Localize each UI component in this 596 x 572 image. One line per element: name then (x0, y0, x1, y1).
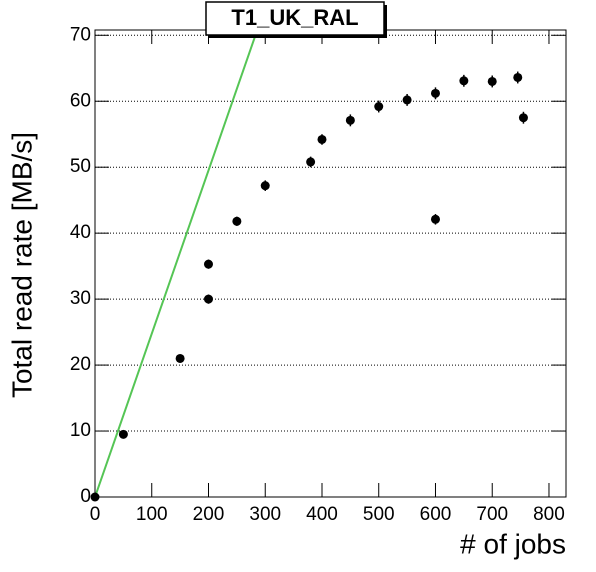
title-box (205, 1, 385, 36)
x-tick-label: 700 (476, 504, 508, 525)
data-point (317, 134, 327, 144)
x-tick-label: 300 (249, 504, 281, 525)
y-tick-label: 70 (70, 24, 91, 45)
data-point (306, 157, 316, 167)
y-tick-label: 60 (70, 90, 91, 111)
data-point (518, 113, 528, 123)
y-tick-label: 0 (80, 486, 91, 507)
data-point (175, 353, 185, 363)
x-tick-label: 100 (136, 504, 168, 525)
y-tick-label: 30 (70, 288, 91, 309)
data-point (203, 294, 213, 304)
data-point (487, 76, 497, 86)
x-tick-label: 400 (306, 504, 338, 525)
chart-title: T1_UK_RAL (231, 5, 358, 30)
y-axis-label: Total read rate [MB/s] (6, 132, 37, 398)
data-point (374, 102, 384, 112)
x-tick-label: 500 (363, 504, 395, 525)
data-point (118, 429, 128, 439)
data-point (459, 76, 469, 86)
x-tick-label: 200 (193, 504, 225, 525)
x-tick-label: 600 (420, 504, 452, 525)
data-point (260, 181, 270, 191)
data-point (345, 115, 355, 125)
x-tick-label: 800 (533, 504, 565, 525)
y-tick-label: 40 (70, 222, 91, 243)
fit-line (95, 30, 259, 497)
data-point (232, 216, 242, 226)
data-point (513, 72, 523, 82)
data-point (430, 214, 440, 224)
x-tick-label: 0 (90, 504, 101, 525)
data-point (430, 88, 440, 98)
data-point (203, 259, 213, 269)
y-tick-label: 50 (70, 156, 91, 177)
data-point (402, 95, 412, 105)
y-tick-label: 10 (70, 420, 91, 441)
x-axis-label: # of jobs (460, 528, 566, 559)
y-tick-label: 20 (70, 354, 91, 375)
